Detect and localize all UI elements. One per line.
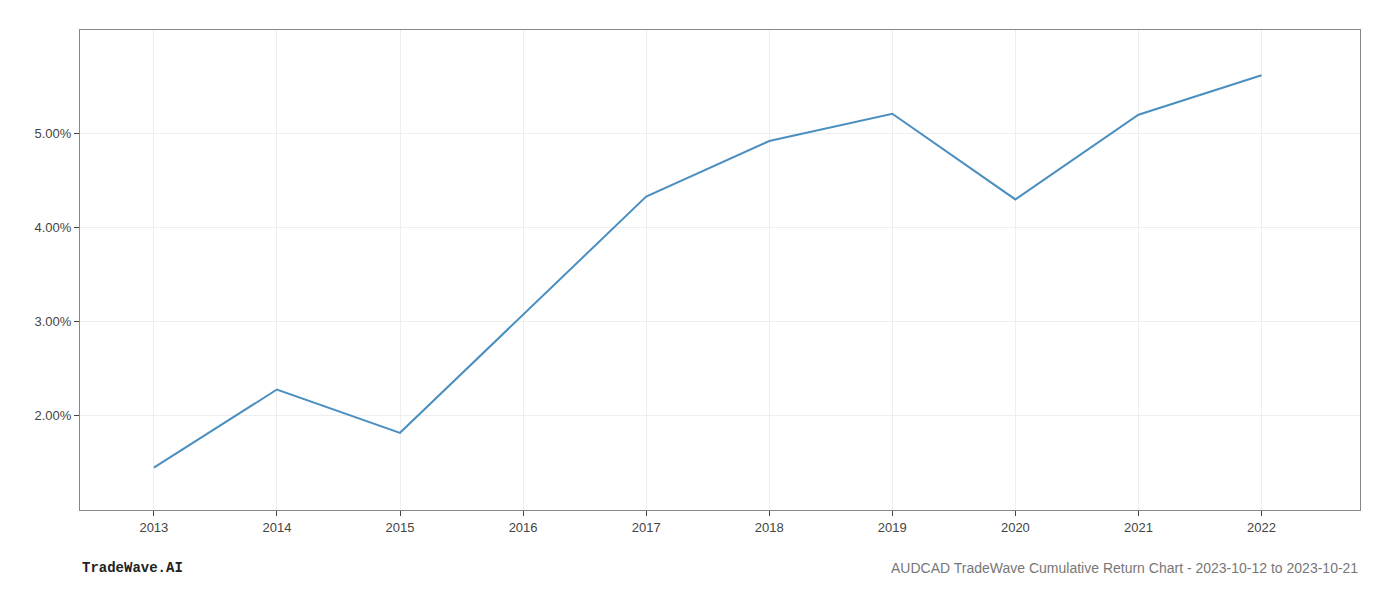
svg-text:2020: 2020 xyxy=(1001,520,1030,535)
svg-text:2016: 2016 xyxy=(509,520,538,535)
svg-text:2019: 2019 xyxy=(878,520,907,535)
svg-text:2018: 2018 xyxy=(755,520,784,535)
svg-text:2017: 2017 xyxy=(632,520,661,535)
svg-text:2022: 2022 xyxy=(1247,520,1276,535)
svg-text:5.00%: 5.00% xyxy=(35,126,72,141)
svg-text:TradeWave.AI: TradeWave.AI xyxy=(82,560,183,576)
svg-text:3.00%: 3.00% xyxy=(35,314,72,329)
svg-text:2013: 2013 xyxy=(139,520,168,535)
svg-text:2015: 2015 xyxy=(386,520,415,535)
svg-text:4.00%: 4.00% xyxy=(35,220,72,235)
svg-text:2014: 2014 xyxy=(262,520,291,535)
svg-text:2021: 2021 xyxy=(1124,520,1153,535)
svg-text:2.00%: 2.00% xyxy=(35,408,72,423)
svg-text:AUDCAD TradeWave Cumulative Re: AUDCAD TradeWave Cumulative Return Chart… xyxy=(891,560,1358,576)
